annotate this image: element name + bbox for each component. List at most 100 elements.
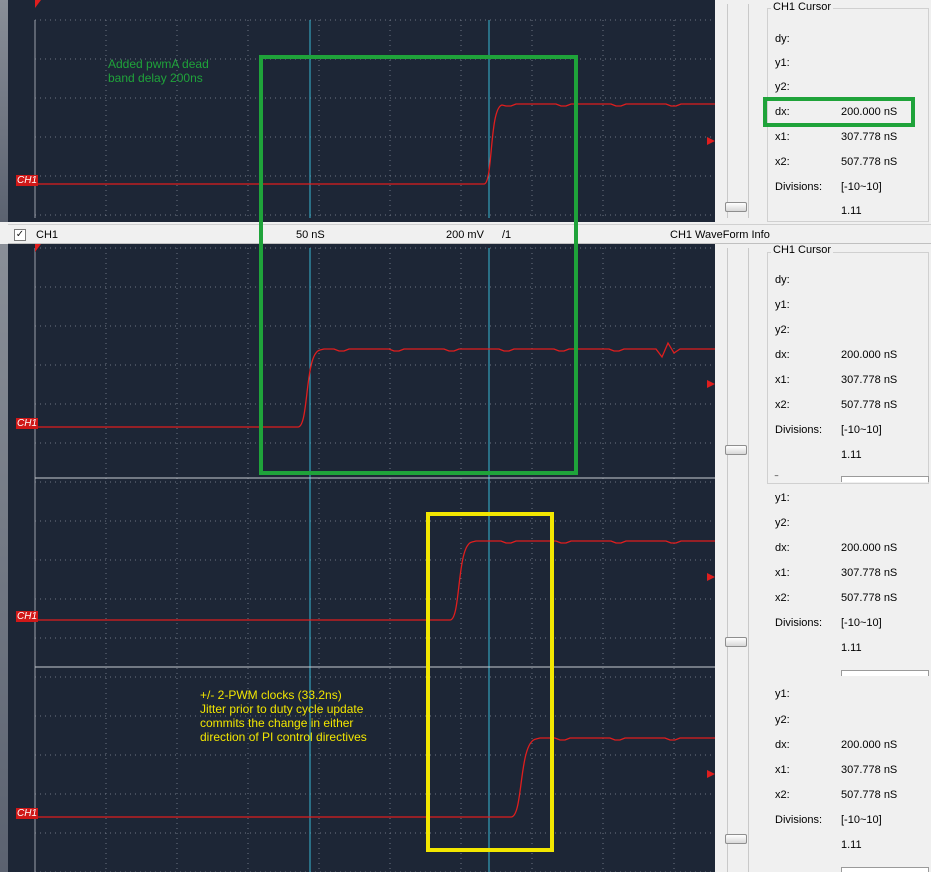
- ch1-trace: [35, 737, 715, 818]
- divisions-value: [-10~10]: [841, 617, 882, 629]
- cut-dropdown[interactable]: [841, 867, 929, 872]
- cut-label-fragment: ‾: [775, 475, 778, 485]
- level-marker: [707, 770, 715, 778]
- cursor-group-frame: [767, 252, 929, 484]
- green-annotation: Added pwmA dead band delay 200ns: [108, 57, 209, 85]
- x1-value: 307.778 nS: [841, 131, 898, 143]
- x2-value: 507.778 nS: [841, 156, 898, 168]
- y1-label: y1:: [775, 688, 790, 700]
- y2-label: y2:: [775, 81, 790, 93]
- y2-label: y2:: [775, 714, 790, 726]
- cursor-group-frame: [767, 8, 929, 222]
- scrollbar-thumb[interactable]: [725, 637, 747, 647]
- channel-name: CH1: [36, 229, 59, 241]
- divisions-label: Divisions:: [775, 424, 823, 436]
- channel-marker: CH1: [16, 611, 39, 622]
- divisions-number-row: 1.11: [775, 839, 925, 853]
- cut-dropdown[interactable]: [841, 476, 929, 482]
- ch1-trace: [35, 103, 715, 185]
- x1-label: x1:: [775, 374, 790, 386]
- y1-row: y1:: [775, 688, 925, 702]
- divisions-number: 1.11: [841, 642, 862, 654]
- x1-row: x1: 307.778 nS: [775, 764, 925, 778]
- cut-dropdown[interactable]: [841, 670, 929, 676]
- scope-graph-2: [34, 244, 715, 872]
- scope-graph-1: [34, 0, 715, 218]
- y1-label: y1:: [775, 492, 790, 504]
- x2-label: x2:: [775, 592, 790, 604]
- y2-label: y2:: [775, 517, 790, 529]
- level-marker: [707, 380, 715, 388]
- dx-label: dx:: [775, 739, 790, 751]
- x1-row: x1: 307.778 nS: [775, 374, 925, 388]
- yellow-annotation-line: direction of PI control directives: [200, 730, 367, 744]
- left-strip-bottom: [0, 244, 8, 872]
- x2-value: 507.778 nS: [841, 399, 898, 411]
- trigger-marker: [35, 244, 41, 252]
- x2-label: x2:: [775, 789, 790, 801]
- x1-row: x1: 307.778 nS: [775, 131, 925, 145]
- divisions-number: 1.11: [841, 449, 862, 461]
- x2-row: x2: 507.778 nS: [775, 156, 925, 170]
- y2-row: y2:: [775, 517, 925, 531]
- cursor-title: CH1 Cursor: [771, 244, 834, 256]
- dx-label: dx:: [775, 349, 790, 361]
- dx-value: 200.000 nS: [841, 349, 898, 361]
- timebase-value: 50 nS: [296, 229, 325, 241]
- dx-row: dx: 200.000 nS: [775, 349, 925, 363]
- yellow-annotation: +/- 2-PWM clocks (33.2ns) Jitter prior t…: [200, 688, 440, 744]
- dx-row: dx: 200.000 nS: [775, 106, 925, 120]
- y2-row: y2:: [775, 714, 925, 728]
- x2-label: x2:: [775, 156, 790, 168]
- scope-panel-1[interactable]: CH1: [8, 0, 715, 222]
- dx-row: dx: 200.000 nS: [775, 542, 925, 556]
- vertical-scrollbar[interactable]: [727, 4, 749, 218]
- ch1-trace: [35, 540, 715, 621]
- scope-panel-2[interactable]: CH1 CH1 CH1: [8, 244, 715, 872]
- x2-row: x2: 507.778 nS: [775, 399, 925, 413]
- x2-label: x2:: [775, 399, 790, 411]
- dy-row: dy:: [775, 33, 925, 47]
- y1-label: y1:: [775, 57, 790, 69]
- divisions-row: Divisions: [-10~10]: [775, 424, 925, 438]
- x1-label: x1:: [775, 764, 790, 776]
- scrollbar-thumb[interactable]: [725, 445, 747, 455]
- yellow-annotation-line: commits the change in either: [200, 716, 354, 730]
- x2-value: 507.778 nS: [841, 592, 898, 604]
- dx-label: dx:: [775, 106, 790, 118]
- volts-value: 200 mV: [446, 229, 484, 241]
- divisions-row: Divisions: [-10~10]: [775, 181, 925, 195]
- channel-marker: CH1: [16, 418, 39, 429]
- y1-row: y1:: [775, 299, 925, 313]
- left-strip-top: [0, 0, 8, 222]
- divisions-value: [-10~10]: [841, 814, 882, 826]
- x2-row: x2: 507.778 nS: [775, 789, 925, 803]
- channel-checkbox[interactable]: ✓: [14, 229, 26, 241]
- divisions-label: Divisions:: [775, 181, 823, 193]
- vertical-scrollbar[interactable]: [727, 248, 749, 872]
- divisions-number-row: 1.11: [775, 205, 925, 219]
- y1-row: y1:: [775, 492, 925, 506]
- x1-value: 307.778 nS: [841, 764, 898, 776]
- dx-green-highlight: [763, 97, 915, 127]
- level-marker: [707, 573, 715, 581]
- yellow-highlight-box: [426, 512, 554, 852]
- divisions-row: Divisions: [-10~10]: [775, 814, 925, 828]
- y1-label: y1:: [775, 299, 790, 311]
- divisions-number: 1.11: [841, 205, 862, 217]
- green-highlight-box: [259, 55, 578, 475]
- divisions-number-row: 1.11: [775, 449, 925, 463]
- y1-row: y1:: [775, 57, 925, 71]
- scrollbar-thumb[interactable]: [725, 834, 747, 844]
- channel-marker: CH1: [16, 808, 39, 819]
- divisions-value: [-10~10]: [841, 181, 882, 193]
- dx-value: 200.000 nS: [841, 106, 898, 118]
- divisions-number-row: 1.11: [775, 642, 925, 656]
- trigger-marker: [35, 0, 41, 8]
- divisions-number: 1.11: [841, 839, 862, 851]
- scrollbar-thumb[interactable]: [725, 202, 747, 212]
- cursor-panel-2: CH1 Cursor dy: y1: y2: dx: 200.000 nS x1:…: [717, 244, 931, 872]
- waveform-info-title: CH1 WaveForm Info: [670, 229, 770, 241]
- cursor-panel-1: CH1 Cursor dy: y1: y2: dx: 200.000 nS x1:…: [717, 0, 931, 222]
- dx-value: 200.000 nS: [841, 542, 898, 554]
